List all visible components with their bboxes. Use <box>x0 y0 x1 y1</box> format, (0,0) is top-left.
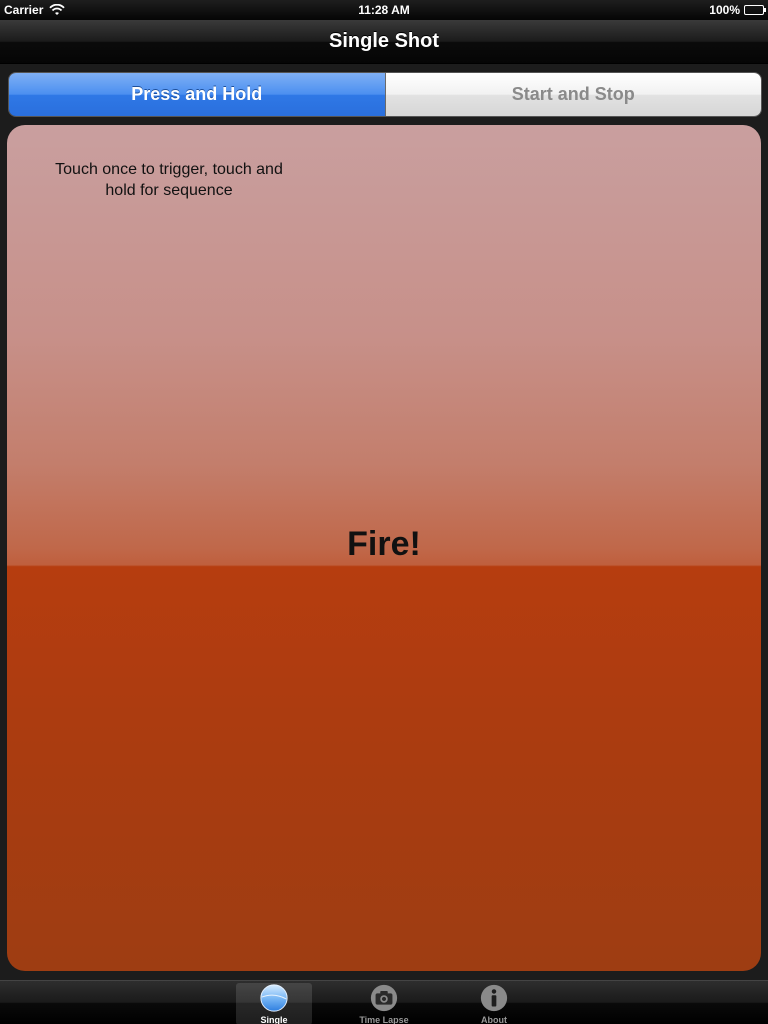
segment-press-and-hold[interactable]: Press and Hold <box>9 73 386 116</box>
tab-label-time-lapse: Time Lapse <box>359 1015 409 1024</box>
carrier-label: Carrier <box>4 3 44 17</box>
status-battery: 100% <box>709 3 766 17</box>
tab-label-about: About <box>481 1015 507 1024</box>
fire-button[interactable]: Touch once to trigger, touch and hold fo… <box>7 125 761 971</box>
tab-label-single: Single <box>260 1015 288 1024</box>
camera-icon <box>370 984 398 1012</box>
fire-label: Fire! <box>347 525 421 563</box>
tab-bar: Single Time Lapse About <box>0 980 768 1024</box>
status-bar: Carrier 11:28 AM 100% <box>0 0 768 20</box>
navigation-bar: Single Shot <box>0 20 768 64</box>
page-title: Single Shot <box>329 30 439 52</box>
wifi-icon <box>49 4 66 15</box>
info-icon <box>480 984 508 1012</box>
tab-time-lapse[interactable]: Time Lapse <box>346 983 422 1024</box>
status-time: 11:28 AM <box>358 3 410 17</box>
tab-about[interactable]: About <box>456 983 532 1024</box>
main-content: Press and Hold Start and Stop Touch once… <box>0 64 768 980</box>
sphere-icon <box>260 984 288 1012</box>
tab-single[interactable]: Single <box>236 983 312 1024</box>
segment-start-and-stop[interactable]: Start and Stop <box>385 73 761 116</box>
hint-text: Touch once to trigger, touch and hold fo… <box>55 161 283 199</box>
battery-icon <box>744 5 766 15</box>
status-carrier: Carrier <box>4 3 66 17</box>
battery-percent: 100% <box>709 3 740 17</box>
mode-segmented-control: Press and Hold Start and Stop <box>8 72 762 117</box>
